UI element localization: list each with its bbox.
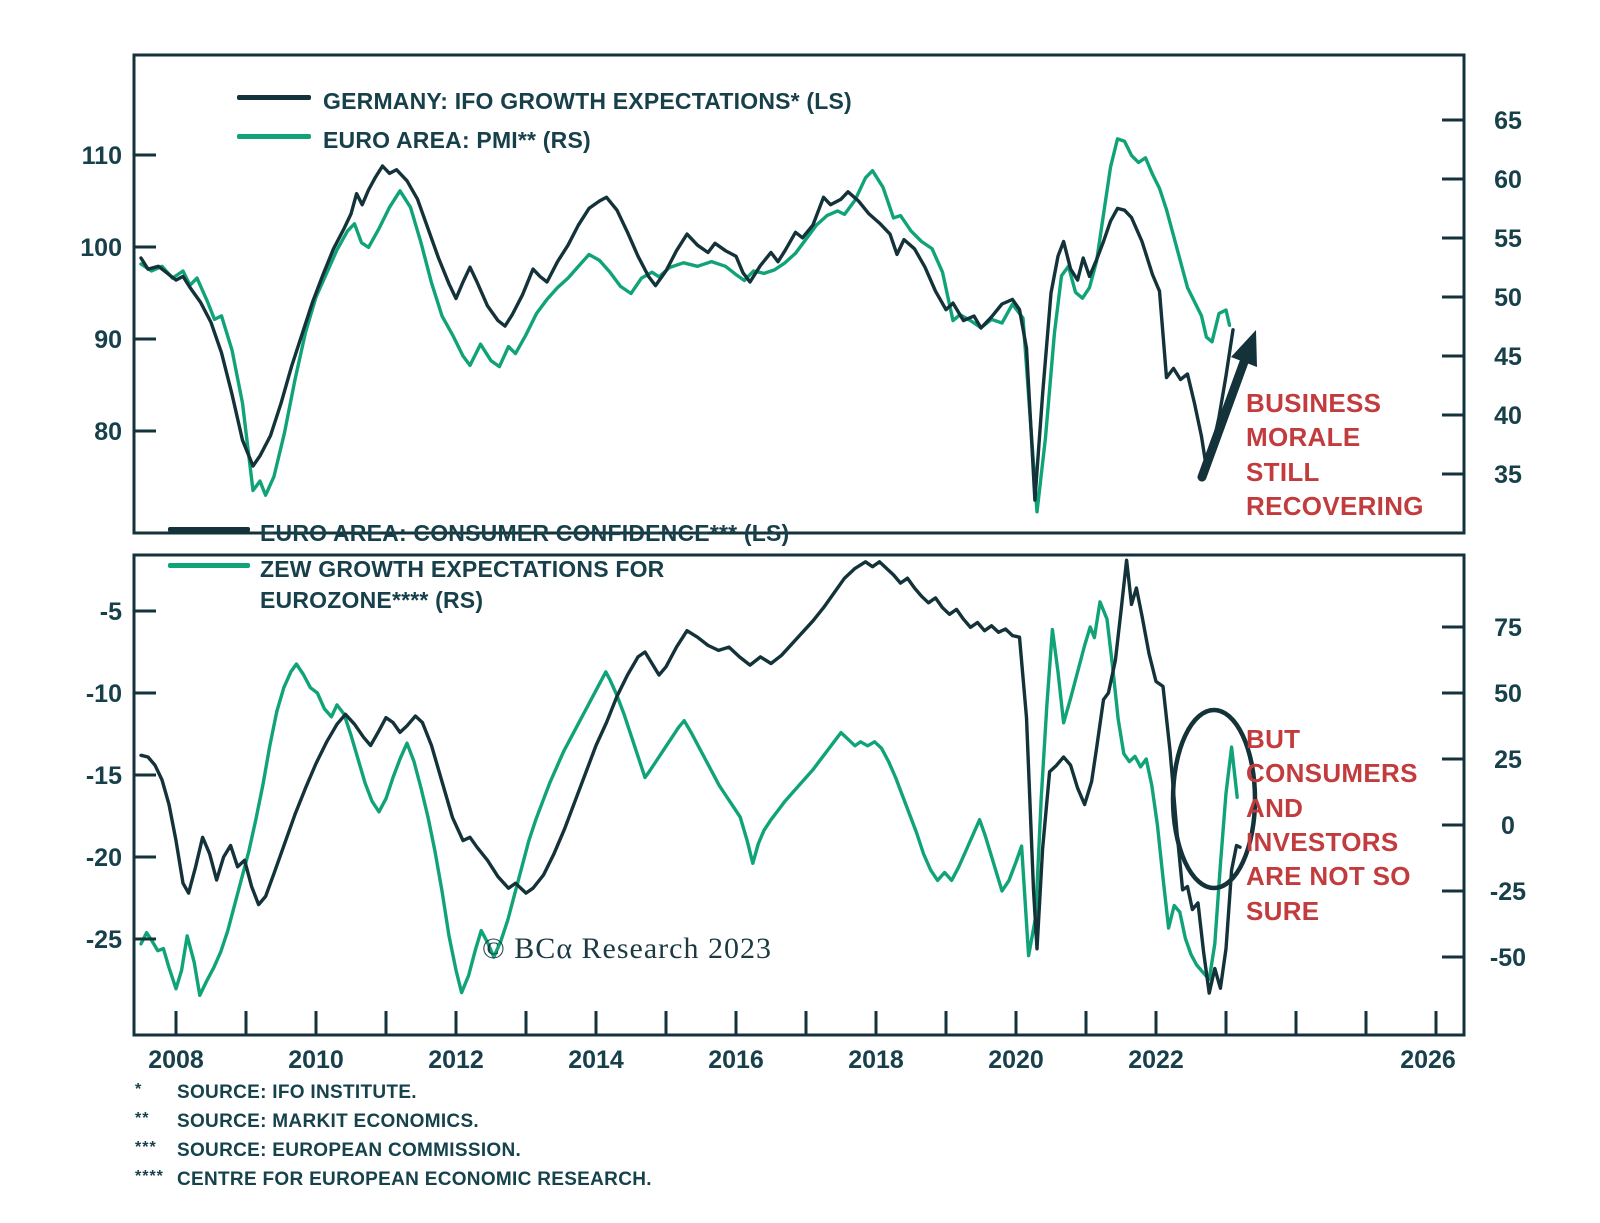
x-axis-year-label: 2018 — [848, 1046, 904, 1074]
copyright-text: © BCα Research 2023 — [482, 932, 772, 965]
left-axis-tick-label: 110 — [82, 142, 122, 170]
bottom-panel-border — [132, 553, 1466, 1037]
right-axis-tick-label: 35 — [1494, 461, 1522, 489]
top-series-group — [139, 137, 1235, 514]
x-axis-year-label: 2016 — [708, 1046, 764, 1074]
legend-label-consumer-confidence: EURO AREA: CONSUMER CONFIDENCE*** (LS) — [260, 520, 790, 546]
legend-item-consumer-confidence: EURO AREA: CONSUMER CONFIDENCE*** (LS) — [168, 518, 789, 549]
x-axis-year-label: 2012 — [428, 1046, 484, 1074]
right-axis-tick-label: -25 — [1490, 878, 1526, 906]
right-axis-tick-label: 60 — [1494, 166, 1522, 194]
pmi-line-swatch — [237, 134, 311, 140]
series-line — [139, 558, 1242, 995]
left-axis-tick-label: 90 — [94, 326, 122, 354]
x-axis-year-label: 2026 — [1400, 1046, 1456, 1074]
zew-line-swatch — [168, 563, 250, 569]
x-axis-year-label: 2020 — [988, 1046, 1044, 1074]
right-axis-tick-label: -50 — [1490, 944, 1526, 972]
footnote-marker: * — [135, 1081, 143, 1098]
ifo-line-swatch — [237, 95, 311, 100]
footnote-marker: *** — [135, 1139, 157, 1156]
legend-item-ifo: GERMANY: IFO GROWTH EXPECTATIONS* (LS) — [237, 86, 852, 117]
footnote-markit: ** SOURCE: MARKIT ECONOMICS. — [135, 1110, 652, 1133]
x-axis-year-label: 2008 — [148, 1046, 204, 1074]
bottom-series-group — [139, 558, 1242, 997]
annotation-consumers-not-sure: BUT CONSUMERS AND INVESTORS ARE NOT SO S… — [1246, 724, 1418, 926]
right-axis-tick-label: 45 — [1494, 343, 1522, 371]
circle-annotation — [1170, 707, 1258, 891]
legend-item-zew: ZEW GROWTH EXPECTATIONS FOR EUROZONE****… — [168, 554, 789, 616]
right-axis-tick-label: 0 — [1501, 812, 1515, 840]
top-panel-border — [132, 53, 1466, 535]
right-axis-tick-label: 55 — [1494, 225, 1522, 253]
legend-bottom: EURO AREA: CONSUMER CONFIDENCE*** (LS) Z… — [168, 518, 789, 616]
x-axis-year-label: 2010 — [288, 1046, 344, 1074]
right-axis-tick-label: 75 — [1494, 614, 1522, 642]
left-axis-tick-label: -20 — [86, 844, 122, 872]
legend-label-pmi: EURO AREA: PMI** (RS) — [323, 127, 591, 154]
legend-top: GERMANY: IFO GROWTH EXPECTATIONS* (LS) E… — [237, 86, 852, 156]
legend-item-pmi: EURO AREA: PMI** (RS) — [237, 125, 852, 156]
left-axis-tick-label: -15 — [86, 762, 122, 790]
footnote-text: SOURCE: MARKIT ECONOMICS. — [177, 1111, 479, 1132]
x-axis-year-label: 2022 — [1128, 1046, 1184, 1074]
series-line — [139, 600, 1239, 997]
footnote-text: CENTRE FOR EUROPEAN ECONOMIC RESEARCH. — [177, 1169, 652, 1190]
annotation-business-morale: BUSINESS MORALE STILL RECOVERING — [1246, 388, 1424, 521]
panel-bottom: -5 -10 -15 -20 -25 75 50 25 0 -25 -50 2008 2010 2012 2… — [86, 553, 1526, 1074]
footnote-marker: ** — [135, 1110, 150, 1127]
x-axis-year-label: 2014 — [568, 1046, 624, 1074]
left-axis-tick-label: -25 — [86, 926, 122, 954]
right-axis-tick-label: 25 — [1494, 746, 1522, 774]
left-axis-tick-label: 80 — [94, 418, 122, 446]
right-axis-tick-label: 40 — [1494, 402, 1522, 430]
right-axis-tick-label: 65 — [1494, 107, 1522, 135]
footnote-text: SOURCE: EUROPEAN COMMISSION. — [177, 1140, 522, 1161]
series-line — [139, 164, 1235, 502]
legend-label-zew: ZEW GROWTH EXPECTATIONS FOR EUROZONE****… — [260, 556, 665, 614]
legend-label-ifo: GERMANY: IFO GROWTH EXPECTATIONS* (LS) — [323, 88, 852, 114]
left-axis-tick-label: -5 — [100, 598, 122, 626]
consumer-confidence-line-swatch — [168, 527, 250, 532]
left-axis-tick-label: 100 — [80, 234, 122, 262]
footnote-european-commission: *** SOURCE: EUROPEAN COMMISSION. — [135, 1139, 652, 1162]
right-axis-tick-label: 50 — [1494, 284, 1522, 312]
footnote-marker: **** — [135, 1168, 164, 1185]
left-axis-tick-label: -10 — [86, 680, 122, 708]
right-axis-tick-label: 50 — [1494, 680, 1522, 708]
panel-top: 110 100 90 80 65 60 55 50 45 40 35 — [80, 53, 1522, 535]
footnote-economic-research: **** CENTRE FOR EUROPEAN ECONOMIC RESEAR… — [135, 1168, 652, 1191]
footnotes: * SOURCE: IFO INSTITUTE. ** SOURCE: MARK… — [135, 1081, 652, 1191]
up-arrow-shaft — [1197, 357, 1249, 482]
annotation-shapes — [1170, 330, 1258, 891]
footnote-ifo: * SOURCE: IFO INSTITUTE. — [135, 1081, 652, 1104]
up-arrow-head — [1231, 330, 1257, 367]
footnote-text: SOURCE: IFO INSTITUTE. — [177, 1082, 417, 1103]
